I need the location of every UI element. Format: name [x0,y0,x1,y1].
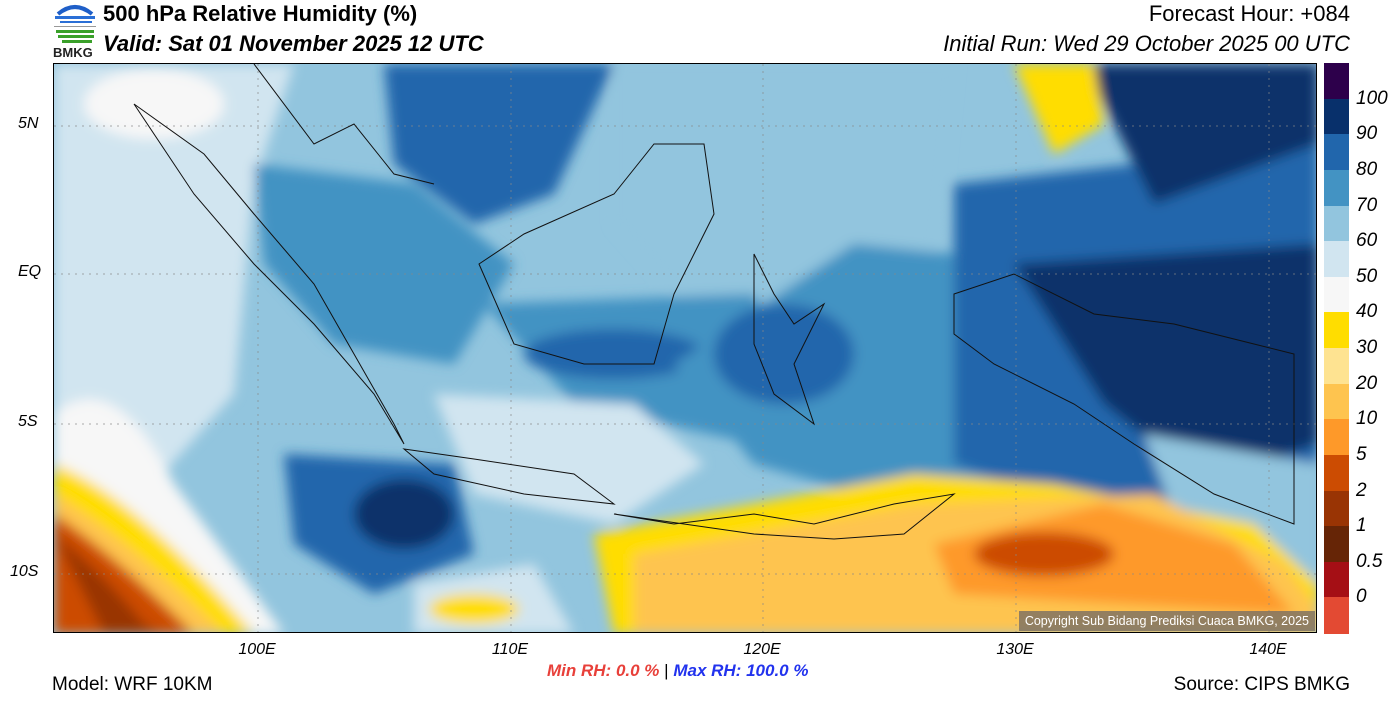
colorbar-segment [1324,561,1349,598]
colorbar-segment [1324,205,1349,242]
lat-label: 10S [10,563,39,580]
colorbar-label: 30 [1356,337,1378,358]
colorbar-label: 100 [1356,87,1388,109]
max-rh-label: Max RH: [673,661,742,680]
colorbar-segment [1324,383,1349,420]
lon-label: 120E [743,641,781,658]
chart-title: 500 hPa Relative Humidity (%) [103,1,418,26]
colorbar-label: 10 [1356,408,1378,430]
lon-label: 130E [996,641,1034,658]
colorbar-label: 5 [1356,443,1367,465]
colorbar-label: 0.5 [1356,550,1383,572]
lat-label: 5S [18,413,38,430]
separator: | [664,661,669,680]
colorbar-segment [1324,63,1349,100]
min-rh-label: Min RH: [547,661,612,680]
humidity-map[interactable]: Copyright Sub Bidang Prediksi Cuaca BMKG… [53,63,1317,633]
bmkg-logo: BMKG [52,2,98,60]
colorbar-segment [1324,526,1349,563]
colorbar-segment [1324,490,1349,527]
colorbar-label: 0 [1356,586,1367,608]
colorbar-label: 90 [1356,123,1378,145]
colorbar-segment [1324,241,1349,278]
colorbar-label: 2 [1356,479,1367,501]
logo-text: BMKG [53,45,93,60]
colorbar-segment [1324,597,1349,634]
colorbar-segment [1324,276,1349,313]
copyright-notice: Copyright Sub Bidang Prediksi Cuaca BMKG… [1018,611,1315,631]
colorbar-segment [1324,98,1349,135]
lon-label: 100E [238,641,276,658]
colorbar-label: 60 [1356,230,1378,252]
colorbar-segment [1324,348,1349,385]
map-field [54,64,1316,632]
min-max-readout: Min RH: 0.0 % | Max RH: 100.0 % [547,661,808,681]
data-source: Source: CIPS BMKG [1173,674,1350,695]
max-rh-value: 100.0 % [746,661,809,680]
colorbar-label: 70 [1356,194,1378,216]
coastlines [133,64,1295,540]
forecast-hour: Forecast Hour: +084 [1148,1,1350,26]
lat-label: 5N [18,115,39,132]
lon-label: 140E [1249,641,1287,658]
colorbar-label: 50 [1356,265,1378,287]
colorbar-segment [1324,454,1349,491]
colorbar-label: 1 [1356,515,1367,537]
colorbar-label: 40 [1356,301,1378,323]
colorbar-segment [1324,169,1349,206]
colorbar-segment [1324,312,1349,349]
colorbar-label: 20 [1356,372,1378,394]
initial-run: Initial Run: Wed 29 October 2025 00 UTC [943,31,1350,56]
min-rh-value: 0.0 % [615,661,660,680]
model-name: Model: WRF 10KM [52,674,213,695]
lon-label: 110E [491,641,529,658]
colorbar-segment [1324,419,1349,456]
colorbar-label: 80 [1356,158,1378,180]
lat-label: EQ [18,263,42,280]
valid-time: Valid: Sat 01 November 2025 12 UTC [103,31,484,56]
colorbar [1324,63,1349,634]
colorbar-segment [1324,134,1349,171]
